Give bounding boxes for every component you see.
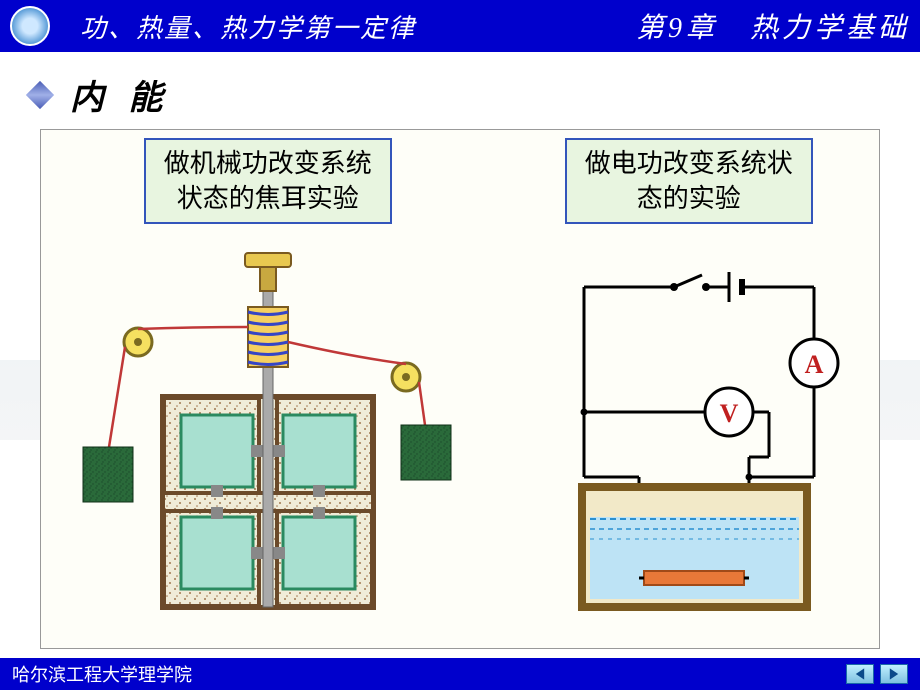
- header-title: 功、热量、热力学第一定律: [80, 8, 416, 45]
- content-box: 做机械功改变系统 状态的焦耳实验: [40, 129, 880, 649]
- slide-header: 功、热量、热力学第一定律 第9章 热力学基础: [0, 0, 920, 52]
- section-title: 内 能: [70, 70, 171, 119]
- ammeter-label: A: [804, 350, 823, 379]
- header-chapter: 第9章 热力学基础: [636, 6, 910, 46]
- voltmeter-label: V: [719, 399, 738, 428]
- nav-next-button[interactable]: [880, 664, 908, 684]
- section-heading: 内 能: [30, 70, 920, 119]
- left-pane: 做机械功改变系统 状态的焦耳实验: [49, 138, 486, 640]
- joule-electrical-diagram: A V: [524, 247, 854, 617]
- slide-footer: 哈尔滨工程大学理学院: [0, 658, 920, 690]
- nav-prev-button[interactable]: [846, 664, 874, 684]
- diamond-bullet-icon: [26, 80, 54, 108]
- right-pane: 做电功改变系统状 态的实验 A: [506, 138, 871, 640]
- right-label: 做电功改变系统状 态的实验: [565, 138, 813, 224]
- nav-controls: [846, 664, 908, 684]
- footer-text: 哈尔滨工程大学理学院: [12, 661, 192, 687]
- logo-seal: [10, 6, 50, 46]
- joule-mechanical-diagram: [53, 247, 483, 617]
- left-label: 做机械功改变系统 状态的焦耳实验: [144, 138, 392, 224]
